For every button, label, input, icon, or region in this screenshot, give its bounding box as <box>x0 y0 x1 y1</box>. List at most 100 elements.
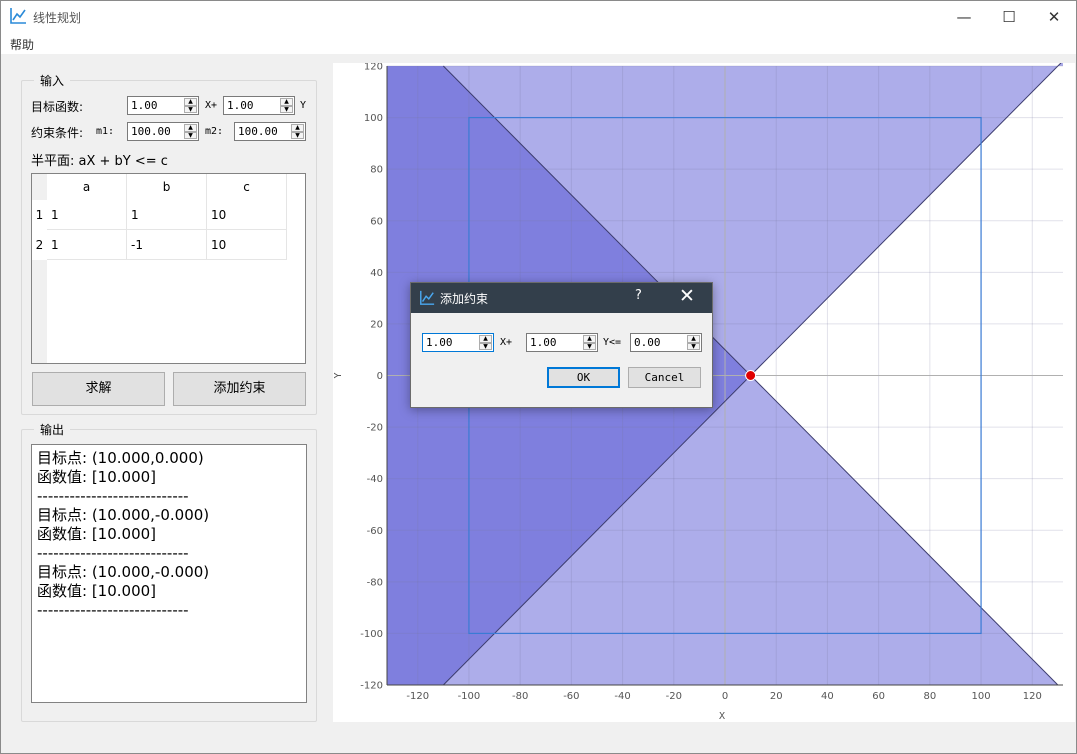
objective-y-spinbox[interactable]: 1.00 ▲ ▼ <box>223 96 295 115</box>
output-group-title: 输出 <box>34 421 71 438</box>
dialog-c-value: 0.00 <box>634 336 661 349</box>
x-tick-label: 120 <box>1023 691 1042 702</box>
y-tick-label: -120 <box>360 681 383 692</box>
dialog-title-bar: 添加约束 ? ✕ <box>411 283 712 313</box>
x-plus-label: X+ <box>205 100 218 111</box>
m1-spinbox[interactable]: 100.00 ▲ ▼ <box>127 122 199 141</box>
dialog-b-value: 1.00 <box>530 336 557 349</box>
spin-down-icon[interactable]: ▼ <box>291 131 304 139</box>
output-textbox[interactable]: 目标点: (10.000,0.000) 函数值: [10.000] ------… <box>31 444 307 703</box>
spin-up-icon[interactable]: ▲ <box>479 335 492 343</box>
x-tick-label: 60 <box>872 691 885 702</box>
close-icon: ✕ <box>1047 7 1061 26</box>
help-icon[interactable]: ? <box>635 288 642 303</box>
objective-label: 目标函数: <box>31 100 84 114</box>
table-cell-c[interactable]: 10 <box>207 230 287 260</box>
dialog-c-spinbox[interactable]: 0.00 ▲ ▼ <box>630 333 702 352</box>
minimize-button[interactable]: — <box>941 1 987 32</box>
table-row: 2 1 -1 10 <box>32 230 302 260</box>
dialog-a-value: 1.00 <box>426 336 453 349</box>
maximize-icon: ☐ <box>1002 7 1016 26</box>
optimum-point <box>745 370 757 381</box>
spin-down-icon[interactable]: ▼ <box>184 105 197 113</box>
close-button[interactable]: ✕ <box>1031 1 1076 32</box>
m2-spinbox[interactable]: 100.00 ▲ ▼ <box>234 122 306 141</box>
m2-label: m2: <box>205 126 224 137</box>
output-line: 目标点: (10.000,-0.000) <box>37 506 210 524</box>
window-title: 线性规划 <box>33 11 82 25</box>
x-tick-label: 40 <box>821 691 834 702</box>
output-line: ---------------------------- <box>37 487 189 505</box>
y-tick-label: 0 <box>377 371 383 382</box>
spin-up-icon[interactable]: ▲ <box>184 98 197 106</box>
dialog-b-spinbox[interactable]: 1.00 ▲ ▼ <box>526 333 598 352</box>
objective-y-value: 1.00 <box>227 99 254 112</box>
output-line: 函数值: [10.000] <box>37 582 157 600</box>
y-tick-label: 100 <box>364 113 383 124</box>
spin-up-icon[interactable]: ▲ <box>687 335 700 343</box>
table-cell-a[interactable]: 1 <box>47 200 127 230</box>
dialog-x-plus-label: X+ <box>500 337 513 348</box>
input-group: 输入 <box>21 72 317 415</box>
y-tick-label: -80 <box>367 577 383 588</box>
x-tick-label: 100 <box>972 691 991 702</box>
objective-x-spinbox[interactable]: 1.00 ▲ ▼ <box>127 96 199 115</box>
chart-icon <box>420 290 435 305</box>
maximize-button[interactable]: ☐ <box>986 1 1032 32</box>
x-tick-label: -80 <box>512 691 528 702</box>
y-tick-label: 60 <box>370 216 383 227</box>
output-line: 目标点: (10.000,0.000) <box>37 449 204 467</box>
row-number[interactable]: 1 <box>32 200 47 230</box>
minimize-icon: — <box>956 7 972 26</box>
column-header-b[interactable]: b <box>127 174 207 200</box>
dialog-close-icon[interactable]: ✕ <box>679 285 695 307</box>
table-cell-b[interactable]: 1 <box>127 200 207 230</box>
dialog-title: 添加约束 <box>440 292 489 306</box>
halfplane-label: 半平面: aX + bY <= c <box>31 154 168 169</box>
row-number[interactable]: 2 <box>32 230 47 260</box>
feasible-region-chart: -120 -100 -80 -60 -40 -20 0 20 40 60 80 100 120 -120 -… <box>333 60 1064 722</box>
column-header-a[interactable]: a <box>47 174 127 200</box>
output-group: 输出 <box>21 421 317 722</box>
y-label: Y <box>300 100 307 111</box>
dialog-a-spinbox[interactable]: 1.00 ▲ ▼ <box>422 333 494 352</box>
y-tick-label: 40 <box>370 268 383 279</box>
spin-down-icon[interactable]: ▼ <box>479 342 492 350</box>
spin-up-icon[interactable]: ▲ <box>583 335 596 343</box>
y-axis-title: Y <box>333 372 344 378</box>
table-header: a b c <box>47 174 287 200</box>
x-tick-label: 20 <box>770 691 783 702</box>
table-cell-a[interactable]: 1 <box>47 230 127 260</box>
x-tick-label: -100 <box>458 691 481 702</box>
ok-button[interactable]: OK <box>547 367 620 388</box>
spin-down-icon[interactable]: ▼ <box>280 105 293 113</box>
x-axis-title: X <box>719 711 725 722</box>
input-group-title: 输入 <box>34 72 71 89</box>
cancel-button[interactable]: Cancel <box>628 367 701 388</box>
spin-down-icon[interactable]: ▼ <box>583 342 596 350</box>
solve-button[interactable]: 求解 <box>32 372 165 406</box>
y-tick-label: -20 <box>367 423 383 434</box>
spin-up-icon[interactable]: ▲ <box>184 124 197 132</box>
y-tick-label: 20 <box>370 319 383 330</box>
table-cell-c[interactable]: 10 <box>207 200 287 230</box>
table-row: 1 1 1 10 <box>32 200 302 230</box>
y-tick-label: -40 <box>367 474 383 485</box>
spin-down-icon[interactable]: ▼ <box>687 342 700 350</box>
y-tick-label: -100 <box>360 629 383 640</box>
m2-value: 100.00 <box>238 125 278 138</box>
menu-bar: 帮助 <box>1 32 1076 54</box>
table-cell-b[interactable]: -1 <box>127 230 207 260</box>
column-header-c[interactable]: c <box>207 174 287 200</box>
output-line: 函数值: [10.000] <box>37 525 157 543</box>
add-constraint-button[interactable]: 添加约束 <box>173 372 306 406</box>
output-line: 函数值: [10.000] <box>37 468 157 486</box>
constraints-table[interactable]: a b c 1 1 1 10 2 1 -1 10 <box>31 173 306 364</box>
title-bar: 线性规划 — ☐ ✕ <box>1 1 1076 32</box>
spin-down-icon[interactable]: ▼ <box>184 131 197 139</box>
spin-up-icon[interactable]: ▲ <box>291 124 304 132</box>
menu-help[interactable]: 帮助 <box>10 38 35 52</box>
y-tick-label: 80 <box>370 165 383 176</box>
spin-up-icon[interactable]: ▲ <box>280 98 293 106</box>
